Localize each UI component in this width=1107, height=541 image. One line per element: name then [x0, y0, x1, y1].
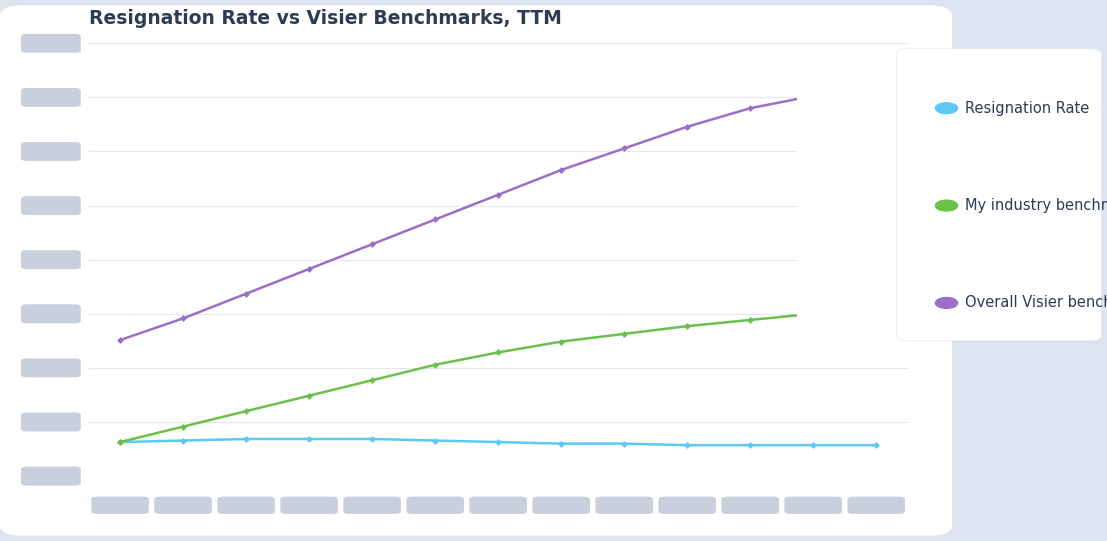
Text: Resignation Rate vs Visier Benchmarks, TTM: Resignation Rate vs Visier Benchmarks, T…	[89, 9, 561, 28]
Text: Overall Visier benchmark: Overall Visier benchmark	[965, 295, 1107, 311]
Text: My industry benchmarks: My industry benchmarks	[965, 198, 1107, 213]
Text: Resignation Rate: Resignation Rate	[965, 101, 1089, 116]
